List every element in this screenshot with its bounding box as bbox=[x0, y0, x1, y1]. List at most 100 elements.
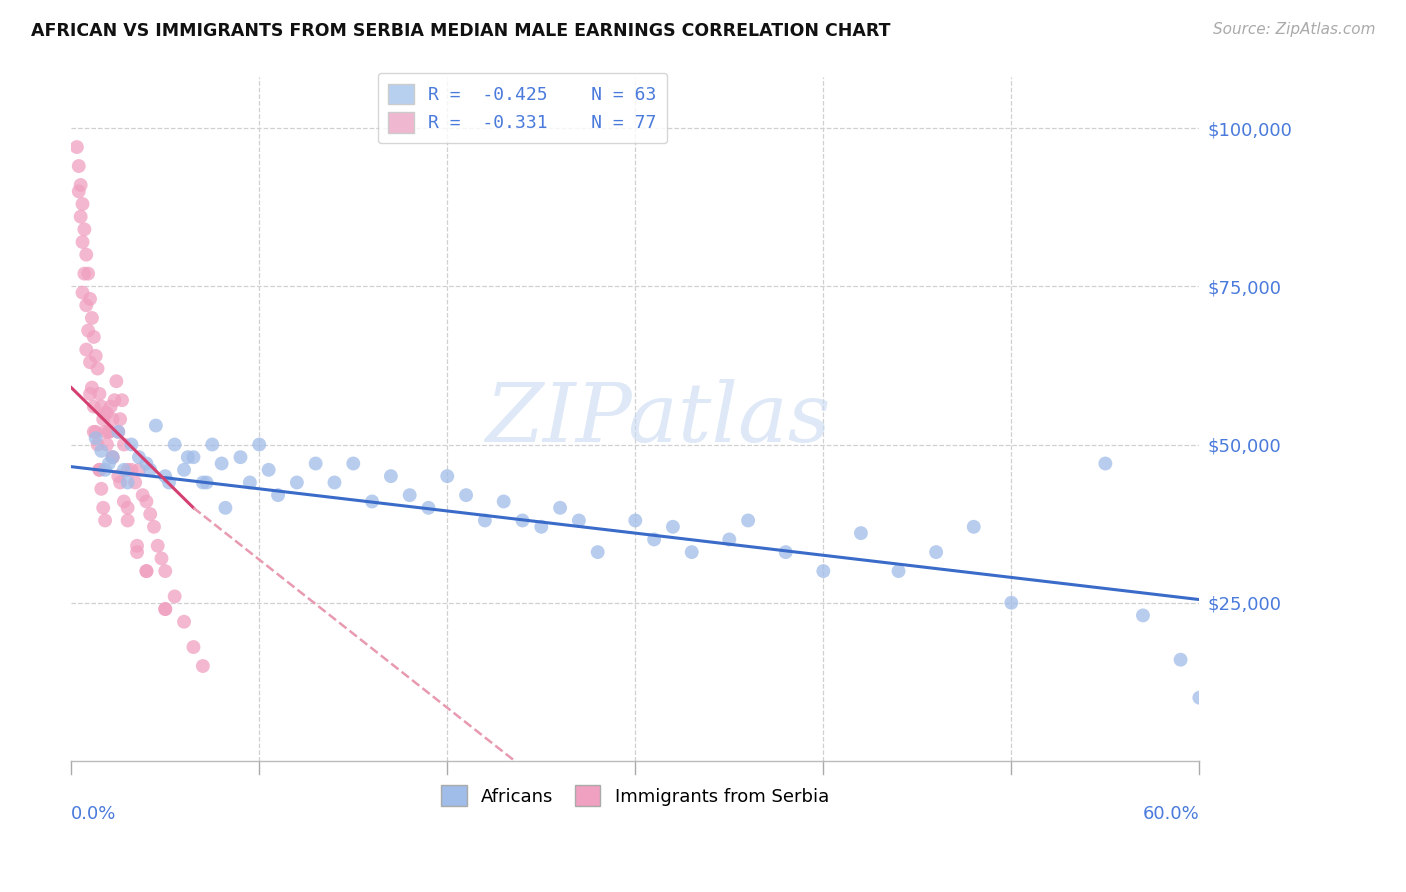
Point bbox=[83, 425, 105, 439]
Point bbox=[111, 393, 134, 408]
Point bbox=[737, 513, 759, 527]
Point bbox=[125, 545, 148, 559]
Point bbox=[155, 602, 177, 616]
Point bbox=[117, 475, 139, 490]
Point bbox=[398, 488, 420, 502]
Point bbox=[183, 640, 205, 654]
Point bbox=[155, 602, 177, 616]
Point bbox=[73, 267, 96, 281]
Point bbox=[135, 564, 157, 578]
Point bbox=[96, 437, 118, 451]
Point bbox=[90, 400, 112, 414]
Point bbox=[112, 437, 135, 451]
Point bbox=[1132, 608, 1154, 623]
Point bbox=[108, 412, 131, 426]
Point bbox=[108, 475, 131, 490]
Point bbox=[173, 615, 195, 629]
Point bbox=[77, 324, 100, 338]
Point bbox=[380, 469, 402, 483]
Point bbox=[101, 412, 124, 426]
Point bbox=[201, 437, 224, 451]
Text: 0.0%: 0.0% bbox=[72, 805, 117, 823]
Text: 60.0%: 60.0% bbox=[1143, 805, 1199, 823]
Point bbox=[67, 185, 90, 199]
Point bbox=[568, 513, 591, 527]
Point bbox=[323, 475, 346, 490]
Point bbox=[75, 343, 97, 357]
Point bbox=[67, 159, 90, 173]
Point bbox=[139, 463, 162, 477]
Point bbox=[96, 406, 118, 420]
Point bbox=[548, 500, 571, 515]
Point bbox=[150, 551, 173, 566]
Point bbox=[90, 482, 112, 496]
Point bbox=[105, 374, 128, 388]
Point bbox=[124, 475, 146, 490]
Point bbox=[89, 463, 111, 477]
Point bbox=[101, 450, 124, 465]
Point bbox=[75, 247, 97, 261]
Point bbox=[94, 463, 117, 477]
Point bbox=[77, 267, 100, 281]
Point bbox=[101, 450, 124, 465]
Point bbox=[229, 450, 252, 465]
Point bbox=[718, 533, 741, 547]
Point bbox=[125, 539, 148, 553]
Point bbox=[586, 545, 609, 559]
Point bbox=[849, 526, 872, 541]
Point bbox=[474, 513, 496, 527]
Point bbox=[492, 494, 515, 508]
Point bbox=[155, 469, 177, 483]
Point bbox=[120, 463, 142, 477]
Point bbox=[163, 437, 186, 451]
Point bbox=[887, 564, 910, 578]
Point bbox=[662, 520, 685, 534]
Point bbox=[69, 210, 91, 224]
Point bbox=[418, 500, 440, 515]
Point bbox=[146, 539, 169, 553]
Point bbox=[681, 545, 703, 559]
Point bbox=[191, 659, 214, 673]
Point bbox=[214, 500, 236, 515]
Point bbox=[247, 437, 270, 451]
Text: AFRICAN VS IMMIGRANTS FROM SERBIA MEDIAN MALE EARNINGS CORRELATION CHART: AFRICAN VS IMMIGRANTS FROM SERBIA MEDIAN… bbox=[31, 22, 890, 40]
Point bbox=[143, 520, 166, 534]
Point bbox=[183, 450, 205, 465]
Point bbox=[177, 450, 200, 465]
Point bbox=[72, 197, 94, 211]
Point bbox=[813, 564, 835, 578]
Point bbox=[107, 469, 129, 483]
Point bbox=[89, 387, 111, 401]
Text: Source: ZipAtlas.com: Source: ZipAtlas.com bbox=[1212, 22, 1375, 37]
Point bbox=[305, 457, 328, 471]
Point bbox=[83, 400, 105, 414]
Point bbox=[157, 475, 180, 490]
Point bbox=[1170, 653, 1192, 667]
Point bbox=[454, 488, 477, 502]
Point bbox=[91, 500, 114, 515]
Point bbox=[145, 418, 167, 433]
Point bbox=[80, 380, 103, 394]
Point bbox=[72, 285, 94, 300]
Point bbox=[239, 475, 262, 490]
Point bbox=[775, 545, 797, 559]
Point bbox=[128, 450, 150, 465]
Point bbox=[530, 520, 553, 534]
Point bbox=[73, 222, 96, 236]
Point bbox=[624, 513, 647, 527]
Point bbox=[107, 425, 129, 439]
Point bbox=[72, 235, 94, 249]
Point bbox=[1094, 457, 1116, 471]
Point bbox=[117, 500, 139, 515]
Point bbox=[342, 457, 364, 471]
Point bbox=[117, 463, 139, 477]
Point bbox=[267, 488, 290, 502]
Point bbox=[211, 457, 233, 471]
Point bbox=[155, 564, 177, 578]
Point bbox=[139, 507, 162, 521]
Point bbox=[120, 437, 142, 451]
Point bbox=[135, 494, 157, 508]
Point bbox=[195, 475, 218, 490]
Point bbox=[101, 450, 124, 465]
Point bbox=[925, 545, 948, 559]
